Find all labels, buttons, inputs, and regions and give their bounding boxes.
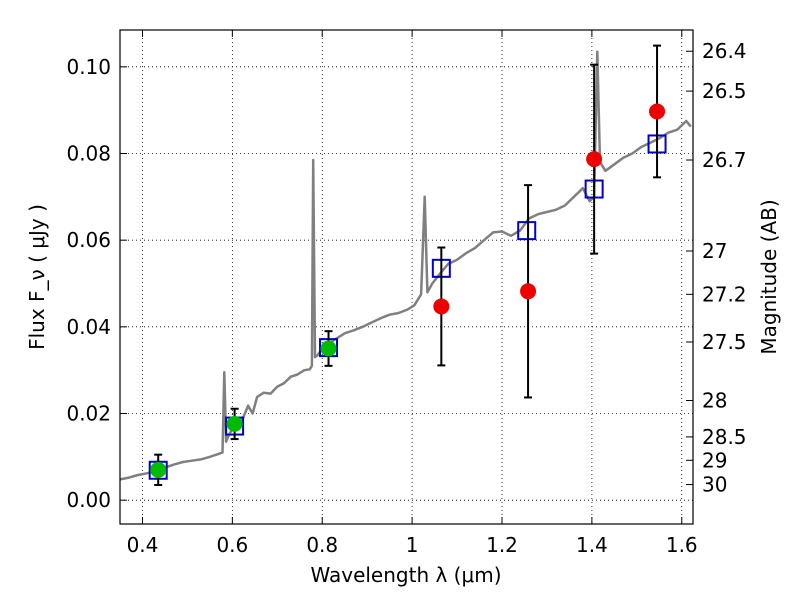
spectrum-layer bbox=[119, 50, 692, 481]
data-point bbox=[320, 340, 337, 357]
y-tick-label: 0.06 bbox=[66, 228, 111, 252]
y-tick-label: 0.10 bbox=[66, 55, 111, 79]
x-axis-label: Wavelength λ (μm) bbox=[310, 563, 501, 587]
y-tick-label: 0.04 bbox=[66, 315, 111, 339]
magnitude-tick-label: 27.5 bbox=[702, 330, 747, 354]
magnitude-tick-label: 28.5 bbox=[702, 425, 747, 449]
y-tick-label: 0.00 bbox=[66, 488, 111, 512]
magnitude-tick-label: 26.7 bbox=[702, 148, 747, 172]
magnitude-tick-label: 27 bbox=[702, 239, 727, 263]
data-point bbox=[649, 103, 666, 120]
y-tick-label: 0.02 bbox=[66, 402, 111, 426]
magnitude-tick-label: 26.4 bbox=[702, 39, 747, 63]
data-point bbox=[433, 298, 450, 315]
magnitude-tick-label: 30 bbox=[702, 473, 727, 497]
data-point bbox=[520, 283, 537, 300]
model-photometry-square bbox=[517, 221, 537, 241]
y-axis-label-right: Magnitude (AB) bbox=[757, 199, 781, 354]
magnitude-tick-label: 28 bbox=[702, 389, 727, 413]
x-tick-label: 1.6 bbox=[666, 533, 698, 557]
spectrum-line bbox=[119, 50, 692, 481]
x-tick-label: 1.2 bbox=[486, 533, 518, 557]
marker-layer bbox=[148, 44, 667, 486]
plot-frame bbox=[119, 29, 694, 525]
data-point bbox=[226, 415, 243, 432]
y-axis-ticks: 0.00 0.02 0.04 0.06 0.08 0.10 bbox=[66, 55, 127, 512]
x-tick-label: 1 bbox=[406, 533, 419, 557]
x-tick-label: 1.4 bbox=[576, 533, 608, 557]
data-point bbox=[150, 461, 167, 478]
x-tick-label: 0.6 bbox=[216, 533, 248, 557]
y-axis-label-left: Flux F_ν ( μJy ) bbox=[25, 204, 49, 350]
x-axis-ticks: 0.4 0.6 0.8 1 1.2 1.4 1.6 bbox=[127, 30, 698, 557]
x-tick-label: 0.4 bbox=[127, 533, 159, 557]
y-tick-label: 0.08 bbox=[66, 142, 111, 166]
x-tick-label: 0.8 bbox=[306, 533, 338, 557]
magnitude-tick-label: 29 bbox=[702, 448, 727, 472]
magnitude-tick-label: 27.2 bbox=[702, 282, 747, 306]
magnitude-tick-label: 26.5 bbox=[702, 79, 747, 103]
grid-lines bbox=[120, 30, 693, 524]
data-point bbox=[586, 151, 603, 168]
